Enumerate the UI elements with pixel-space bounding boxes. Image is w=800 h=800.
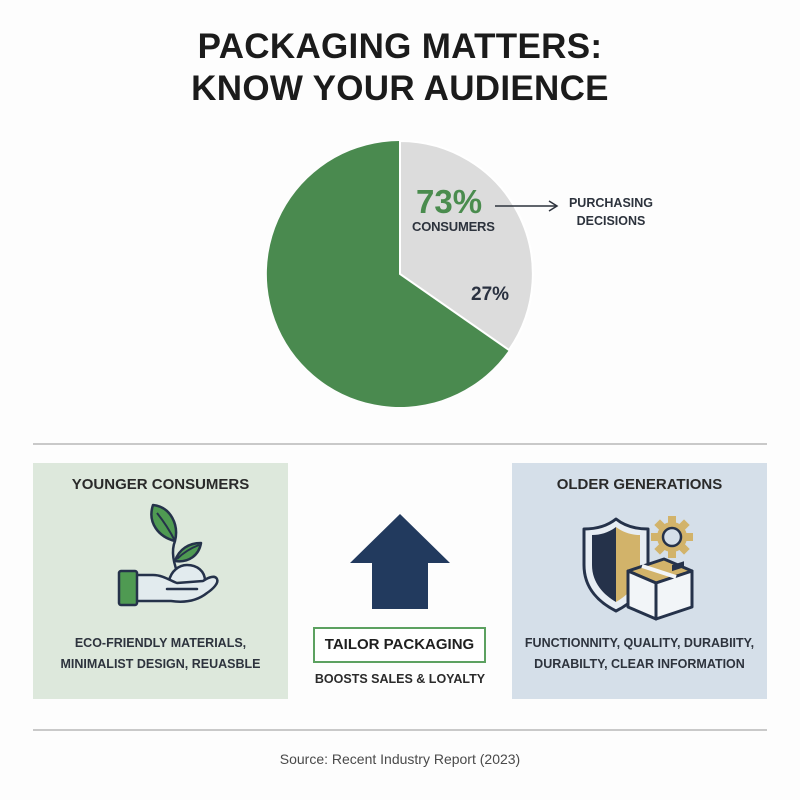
- panel-desc-older-line-2: DURABILTY, CLEAR INFORMATION: [534, 657, 745, 671]
- tailor-packaging-label: TAILOR PACKAGING: [313, 627, 486, 663]
- hand-holding-plant-icon: [117, 503, 219, 607]
- panel-desc-younger-line-2: MINIMALIST DESIGN, REUASBLE: [60, 657, 261, 671]
- panel-younger-consumers: YOUNGER CONSUMERS ECO-FRIENDLY MATERIALS…: [33, 463, 288, 699]
- panel-desc-older-line-1: FUNCTIONNITY, QUALITY, DURABIITY,: [524, 636, 755, 650]
- boosts-sales-label: BOOSTS SALES & LOYALTY: [314, 672, 486, 686]
- center-callout: TAILOR PACKAGING BOOSTS SALES & LOYALTY: [300, 500, 500, 700]
- panel-desc-older: FUNCTIONNITY, QUALITY, DURABIITY, DURABI…: [512, 633, 767, 675]
- divider-top: [33, 443, 767, 445]
- panel-desc-younger-line-1: ECO-FRIENDLY MATERIALS,: [74, 636, 247, 650]
- pie-chart-graphic: [266, 139, 559, 407]
- panel-title-older: OLDER GENERATIONS: [556, 476, 723, 493]
- page-title: PACKAGING MATTERS: KNOW YOUR AUDIENCE: [0, 26, 800, 110]
- annotation-arrow-head: [548, 200, 559, 212]
- panel-older-generations: OLDER GENERATIONS FUNC: [512, 463, 767, 699]
- title-line-1: PACKAGING MATTERS:: [197, 27, 603, 66]
- title-line-2: KNOW YOUR AUDIENCE: [191, 69, 609, 108]
- source-footnote: Source: Recent Industry Report (2023): [279, 751, 521, 767]
- pie-chart: 73% CONSUMERS 27% PURCHASING DECISIONS: [266, 139, 654, 407]
- shield-gear-box-icon: [582, 516, 694, 621]
- panel-desc-younger: ECO-FRIENDLY MATERIALS, MINIMALIST DESIG…: [33, 633, 288, 675]
- up-arrow-icon: [350, 514, 450, 609]
- pie-label-27: 27%: [471, 284, 510, 305]
- annotation-purchasing-decisions: PURCHASING DECISIONS: [568, 196, 654, 228]
- pie-slice-green: [266, 140, 509, 407]
- panel-title-younger: YOUNGER CONSUMERS: [71, 476, 250, 493]
- pie-slice-gray: [399, 139, 534, 352]
- pie-label-73: 73%: [416, 183, 483, 220]
- pie-label-consumers: CONSUMERS: [412, 219, 495, 234]
- divider-bottom: [33, 729, 767, 731]
